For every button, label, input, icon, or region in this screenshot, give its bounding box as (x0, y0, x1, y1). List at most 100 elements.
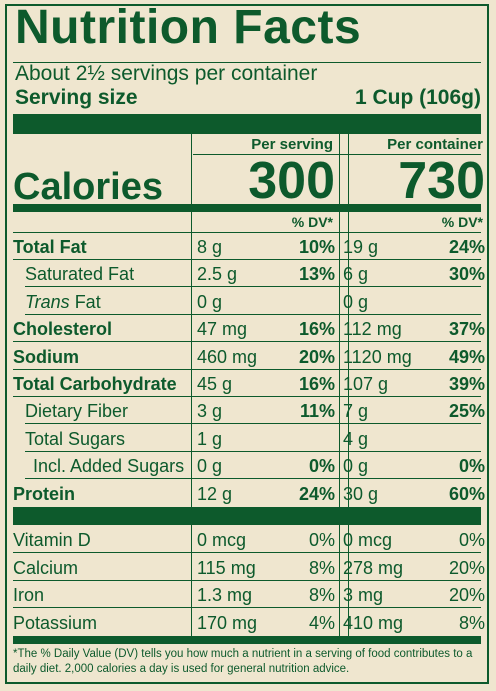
nutrient-name: Incl. Added Sugars (33, 456, 185, 477)
container-dv: 39% (448, 374, 485, 394)
calories-per-container: 730 (398, 152, 485, 210)
dv-header-serving: % DV* (291, 214, 333, 230)
nutrient-row: Dietary Fiber 3 g 11% 7 g 25% (7, 397, 487, 425)
serving-amount: 8 g (197, 237, 223, 257)
nutrient-row: Total Sugars 1 g 4 g (7, 425, 487, 452)
serving-dv: 20% (298, 346, 335, 367)
container-dv: 30% (448, 264, 485, 285)
nutrient-row: Iron 1.3 mg 8% 3 mg 20% (7, 581, 487, 608)
nutrient-name: Total Fat (13, 237, 87, 257)
container-dv: 20% (448, 557, 485, 578)
nutrient-name: Sodium (13, 346, 79, 367)
container-amount: 278 mg (343, 557, 404, 578)
serving-amount: 2.5 g (197, 264, 238, 285)
nutrient-row: Saturated Fat 2.5 g 13% 6 g 30% (7, 260, 487, 288)
nutrient-row: Potassium 170 mg 4% 410 mg 8% (7, 609, 487, 636)
serving-amount: 45 g (197, 374, 233, 394)
container-dv: 8% (458, 612, 485, 633)
container-amount: 19 g (343, 237, 379, 257)
nutrient-name: Protein (13, 483, 76, 504)
container-amount: 3 mg (343, 585, 384, 605)
serving-dv: 8% (308, 557, 335, 578)
container-dv: 0% (458, 530, 485, 550)
row-divider (13, 368, 481, 370)
row-divider (25, 423, 481, 425)
nutrient-name: Vitamin D (13, 530, 91, 550)
nutrient-name: Iron (13, 585, 45, 605)
calories-per-serving: 300 (248, 152, 335, 210)
per-serving-header: Per serving (251, 136, 333, 153)
container-dv: 60% (448, 483, 485, 504)
row-divider (13, 552, 481, 553)
serving-amount: 460 mg (197, 346, 258, 367)
row-divider (25, 450, 481, 452)
serving-dv: 16% (298, 319, 335, 340)
servings-per-container: About 2½ servings per container (15, 62, 318, 85)
nutrient-row: Trans Fat 0 g 0 g (7, 288, 487, 315)
per-container-header: Per container (387, 136, 483, 153)
header-underline (193, 154, 481, 155)
serving-amount: 47 mg (197, 319, 248, 340)
nutrient-name: Potassium (13, 612, 98, 633)
container-amount: 410 mg (343, 612, 404, 633)
row-divider (13, 579, 481, 581)
container-amount: 107 g (343, 374, 389, 394)
serving-dv: 13% (298, 264, 335, 285)
nutrient-row: Vitamin D 0 mcg 0% 0 mcg 0% (7, 526, 487, 553)
container-amount: 1120 mg (343, 346, 412, 367)
nutrient-name: Saturated Fat (25, 264, 135, 285)
container-amount: 0 mcg (343, 530, 393, 550)
serving-dv: 16% (298, 374, 335, 394)
serving-amount: 12 g (197, 483, 233, 504)
container-dv: 37% (448, 319, 485, 340)
serving-size-value: 1 Cup (106g) (354, 86, 481, 109)
nutrient-row: Protein 12 g 24% 30 g 60% (7, 480, 487, 507)
container-amount: 7 g (343, 401, 369, 422)
serving-amount: 1 g (197, 428, 223, 449)
row-divider (13, 259, 481, 260)
thick-bar-top (13, 114, 481, 134)
nutrient-row: Total Fat 8 g 10% 19 g 24% (7, 233, 487, 260)
container-amount: 0 g (343, 456, 369, 477)
serving-amount: 1.3 mg (197, 585, 253, 605)
row-divider (13, 341, 481, 343)
serving-dv: 24% (298, 483, 335, 504)
dv-header-container: % DV* (441, 214, 483, 230)
nutrition-facts-label: Nutrition Facts About 2½ servings per co… (5, 1, 489, 684)
col-divider-middle (339, 134, 349, 636)
container-dv: 24% (448, 237, 485, 257)
row-divider (25, 478, 481, 480)
row-divider (25, 286, 481, 288)
serving-dv: 8% (308, 585, 335, 605)
serving-size-label: Serving size (15, 86, 138, 109)
nutrient-name: Trans Fat (25, 291, 101, 312)
nutrient-name: Total Sugars (25, 428, 126, 449)
row-divider (13, 607, 481, 608)
container-amount: 112 mg (343, 319, 402, 340)
serving-dv: 4% (308, 612, 335, 633)
nutrient-row: Calcium 115 mg 8% 278 mg 20% (7, 554, 487, 581)
label-title: Nutrition Facts (15, 1, 362, 54)
container-amount: 30 g (343, 483, 379, 504)
nutrient-name: Dietary Fiber (25, 401, 129, 422)
col-divider-label (191, 134, 192, 636)
thick-bar-calories (13, 204, 481, 212)
container-amount: 4 g (343, 428, 369, 449)
nutrient-name: Calcium (13, 557, 79, 578)
daily-value-footnote: *The % Daily Value (DV) tells you how mu… (13, 648, 473, 675)
nutrient-name: Total Carbohydrate (13, 374, 177, 394)
container-amount: 0 g (343, 291, 369, 312)
serving-amount: 0 g (197, 456, 223, 477)
container-dv: 25% (448, 401, 485, 422)
serving-amount: 115 mg (197, 557, 256, 578)
container-amount: 6 g (343, 264, 369, 285)
serving-dv: 0% (308, 456, 335, 477)
calories-label: Calories (13, 166, 163, 208)
serving-dv: 10% (298, 237, 335, 257)
row-divider (13, 396, 481, 397)
serving-dv: 11% (299, 401, 335, 422)
serving-amount: 170 mg (197, 612, 258, 633)
container-dv: 49% (448, 346, 485, 367)
thick-bar-bottom (13, 636, 481, 644)
serving-amount: 0 mcg (197, 530, 247, 550)
